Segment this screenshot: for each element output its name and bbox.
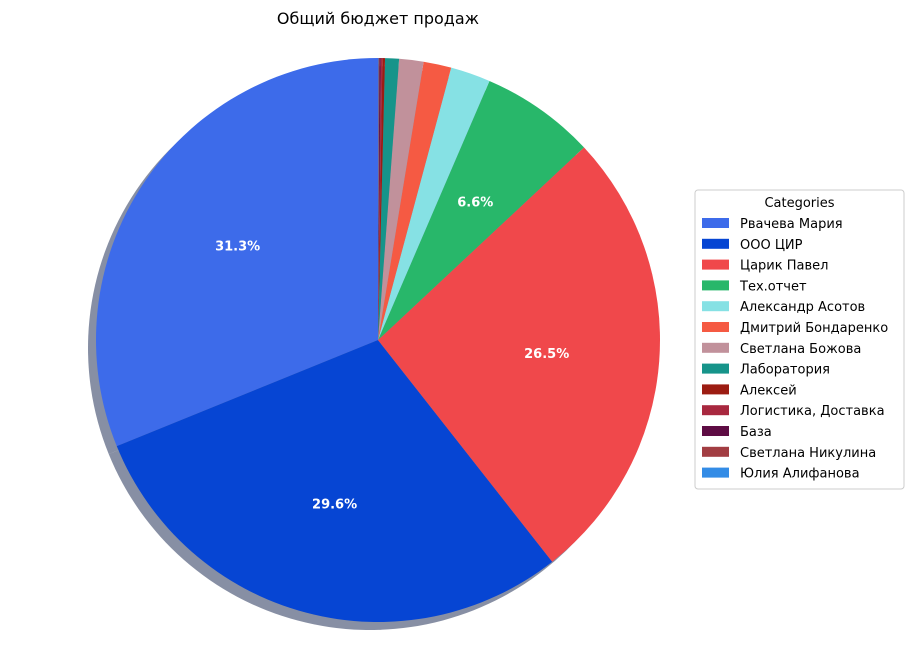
- legend-label: База: [740, 425, 772, 440]
- legend-swatch: [702, 363, 729, 374]
- pie-slice-2: [116, 340, 553, 622]
- legend-items: Рвачева Мария ООО ЦИР Царик Павел Тех.отчет…: [702, 217, 888, 482]
- legend-label: Александр Асотов: [740, 300, 865, 315]
- pie-slice-6: [378, 61, 452, 341]
- pie-slice-3: [378, 147, 660, 562]
- legend-label: Алексей: [740, 383, 797, 398]
- legend-label: Дмитрий Бондаренко: [740, 321, 888, 336]
- legend-swatch: [702, 301, 729, 312]
- legend-swatch: [702, 342, 729, 353]
- legend-swatch: [702, 405, 729, 416]
- pie-slice-9: [378, 58, 386, 340]
- legend-swatch: [702, 238, 729, 249]
- legend-swatch: [702, 218, 729, 228]
- chart-title: Общий бюджет продаж: [277, 9, 479, 28]
- legend-swatch: [702, 322, 729, 332]
- legend-box: [694, 189, 905, 490]
- slice-percent-label: 6.6%: [457, 196, 493, 211]
- legend: Categories Рвачева Мария ООО ЦИР Царик Пав…: [694, 189, 905, 490]
- legend-swatch: [702, 467, 729, 478]
- pie-slice-4: [378, 80, 584, 340]
- legend-label: Логистика, Доставка: [740, 404, 885, 419]
- pie-slice-11: [378, 58, 381, 340]
- legend-label: Тех.отчет: [739, 279, 807, 294]
- legend-swatch: [702, 426, 729, 436]
- legend-label: ООО ЦИР: [740, 238, 803, 253]
- legend-label: Лаборатория: [740, 363, 830, 378]
- legend-swatch: [702, 259, 729, 270]
- legend-title: Categories: [764, 196, 834, 211]
- pie-slices: [95, 58, 660, 622]
- legend-swatch: [702, 280, 729, 291]
- pie-slice-1: [95, 58, 379, 447]
- slice-percent-label: 26.5%: [524, 347, 569, 362]
- slice-percent-label: 29.6%: [312, 498, 357, 513]
- legend-swatch: [702, 384, 729, 395]
- legend-label: Светлана Никулина: [740, 446, 876, 461]
- pie-slice-5: [378, 67, 490, 340]
- pie-labels: 31.3% 29.6% 26.5% 6.6%: [215, 196, 569, 513]
- legend-swatch: [702, 446, 729, 457]
- legend-label: Царик Павел: [740, 259, 828, 274]
- pie-slice-13: [378, 58, 379, 340]
- slice-percent-label: 31.3%: [215, 240, 260, 255]
- pie-slice-8: [378, 58, 400, 341]
- pie-slice-7: [378, 58, 424, 340]
- pie-slice-12: [378, 58, 380, 341]
- legend-label: Юлия Алифанова: [740, 467, 860, 482]
- pie-slice-10: [378, 58, 383, 341]
- legend-label: Светлана Божова: [740, 342, 861, 357]
- legend-label: Рвачева Мария: [740, 217, 843, 232]
